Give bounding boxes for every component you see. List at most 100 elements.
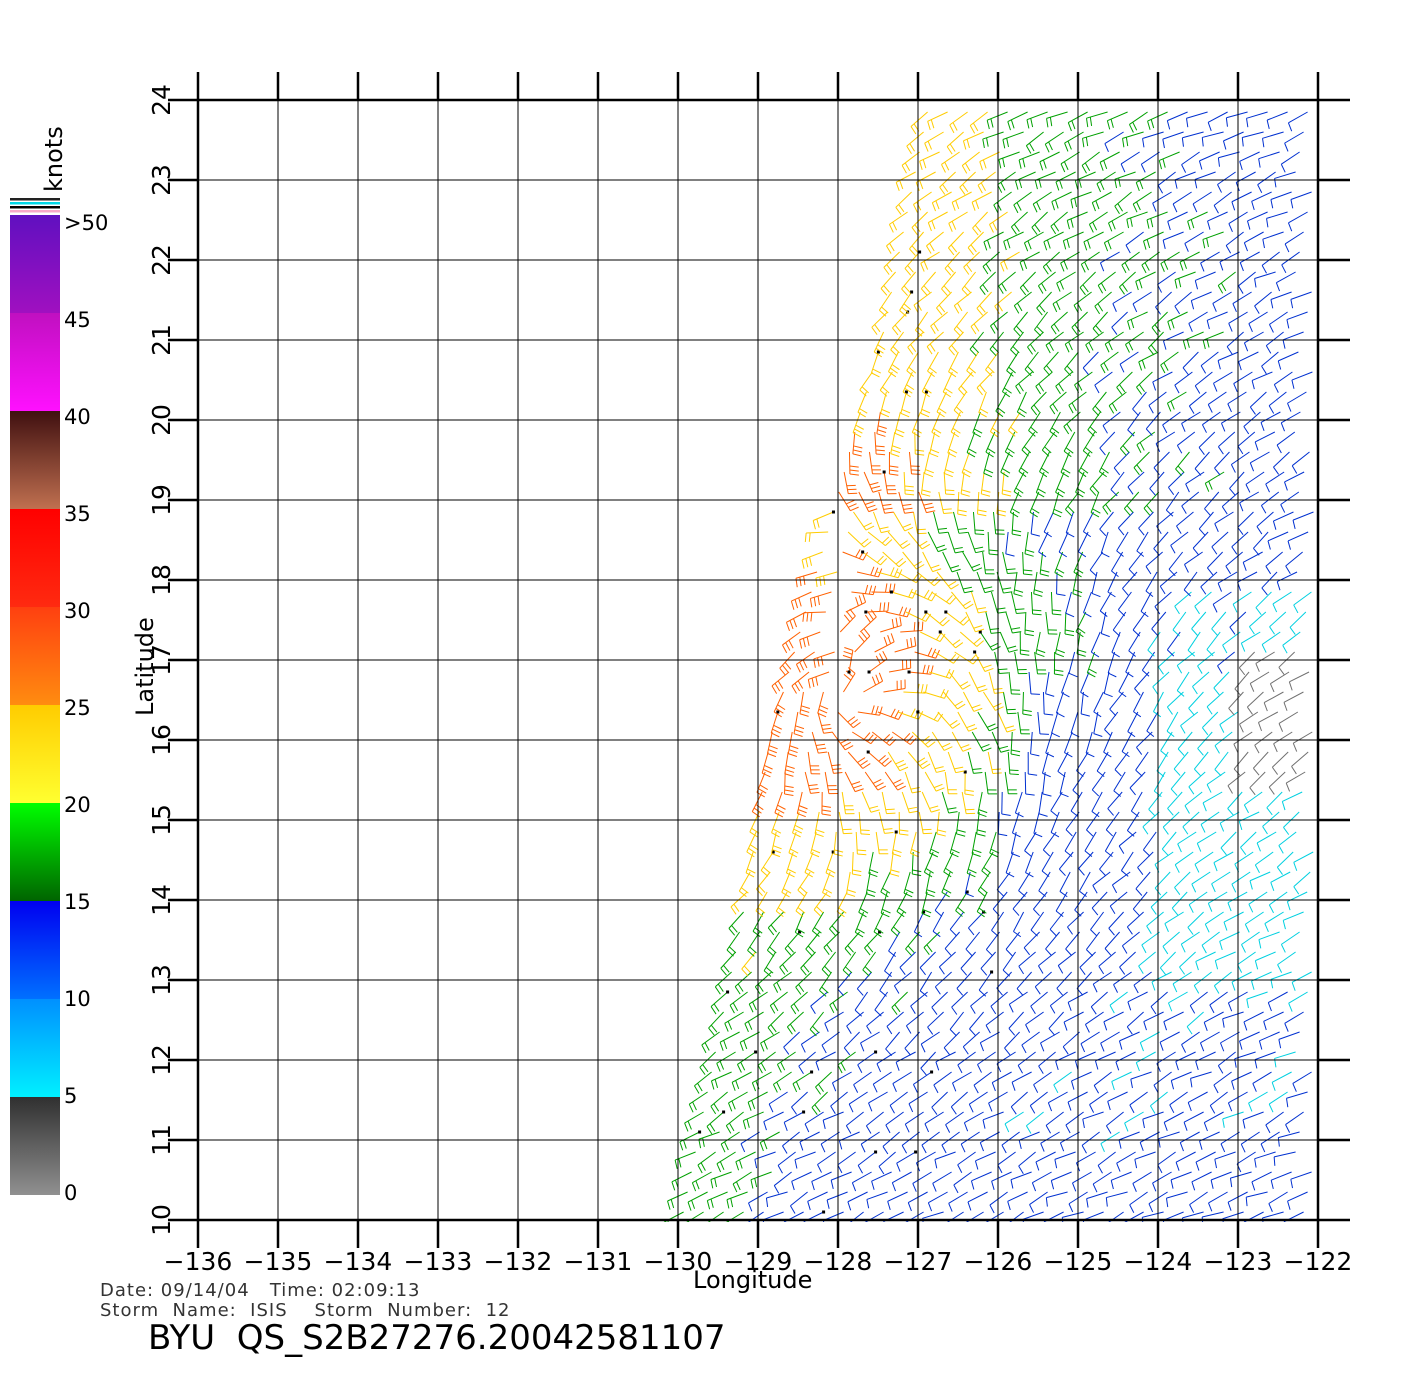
wind-barb [1232,591,1252,613]
wind-barb [888,451,899,476]
wind-barb [901,271,916,296]
wind-barb [1221,491,1240,515]
wind-barb [861,791,880,813]
wind-barb [995,391,1007,418]
rain-flag [978,630,982,634]
wind-barb [1213,971,1232,994]
wind-barb [726,931,741,957]
wind-barb [788,831,799,858]
wind-barb [815,1051,836,1071]
wind-barb [1024,611,1035,637]
wind-barb [1181,491,1200,514]
wind-barb [947,1211,964,1222]
wind-barb [997,811,1008,837]
wind-barb [914,431,925,456]
wind-barb [1196,831,1217,852]
wind-barb [684,1111,704,1132]
wind-barb [1162,931,1180,955]
wind-barb [763,951,777,977]
wind-barb [893,511,914,532]
wind-barb [1136,431,1156,453]
colorbar-label: 30 [64,599,91,623]
wind-barb [1132,891,1148,917]
wind-barb [1242,1111,1264,1129]
wind-barb [902,551,925,570]
wind-barb [1128,111,1148,133]
wind-barb [782,1131,800,1154]
wind-barb [1117,591,1132,617]
wind-barb [1119,431,1136,456]
wind-barb [1158,651,1175,675]
wind-barb [785,611,807,631]
colorbar-label: 10 [64,987,91,1011]
wind-barb [1280,491,1300,513]
wind-barb [1136,731,1153,755]
wind-barb [896,1150,918,1172]
wind-barb [942,371,953,398]
wind-barb [1076,971,1092,996]
wind-barb [864,930,882,956]
wind-barb [1292,1071,1312,1092]
wind-barb [1254,851,1274,874]
wind-barb [1208,1191,1228,1212]
wind-barb [1202,791,1223,812]
wind-barb [962,691,983,712]
wind-barb [1081,151,1100,174]
wind-barb [849,1211,864,1222]
wind-barb [1166,691,1184,715]
wind-barb [1127,471,1145,495]
lat-tick-label: 16 [147,724,176,756]
wind-barb [1188,771,1206,795]
wind-barb [1181,131,1204,147]
wind-barb [1182,331,1204,350]
wind-barb [1181,1031,1200,1053]
wind-barb [738,871,751,898]
wind-barb [1172,971,1192,993]
wind-barb [976,491,987,517]
wind-barb [932,911,945,938]
wind-barb [1273,1151,1296,1166]
wind-barb [866,1191,888,1209]
rain-flag [907,670,911,674]
wind-barb [745,851,756,878]
wind-barb [1170,531,1189,554]
wind-barb [924,131,944,152]
wind-barb [894,411,905,438]
wind-barb [911,851,922,877]
wind-barb [1179,1131,1200,1152]
lat-tick-label: 24 [147,84,176,116]
wind-barb [1018,871,1031,897]
wind-barb [921,1131,940,1154]
wind-barb [956,971,972,996]
wind-barb [990,991,1008,1015]
wind-barb [967,531,985,554]
wind-barb [858,891,869,918]
wind-barb [1039,551,1050,577]
wind-barb [1258,931,1280,949]
wind-barb [1287,1191,1308,1210]
wind-barb [1075,1151,1096,1172]
wind-barb [843,471,858,495]
wind-barb [797,871,811,897]
wind-barb [1117,511,1134,536]
wind-barb [1041,431,1056,457]
wind-barb [913,291,932,314]
wind-barb [1024,351,1039,377]
wind-barb [1277,1131,1300,1147]
wind-barb [1002,131,1024,149]
wind-barb [691,1171,712,1192]
wind-barb [841,791,855,815]
wind-barb [853,1071,872,1093]
wind-barb [1142,811,1160,835]
wind-barb [1099,151,1120,171]
wind-barb [860,1131,880,1153]
rain-flag [914,1150,918,1154]
wind-barb [985,351,999,377]
wind-barb [1174,371,1193,394]
wind-barb [1291,971,1312,991]
rain-flag [918,250,922,254]
wind-barb [829,991,848,1014]
wind-barb [1128,551,1144,577]
colorbar-band [10,999,60,1097]
wind-barb [1251,971,1272,990]
